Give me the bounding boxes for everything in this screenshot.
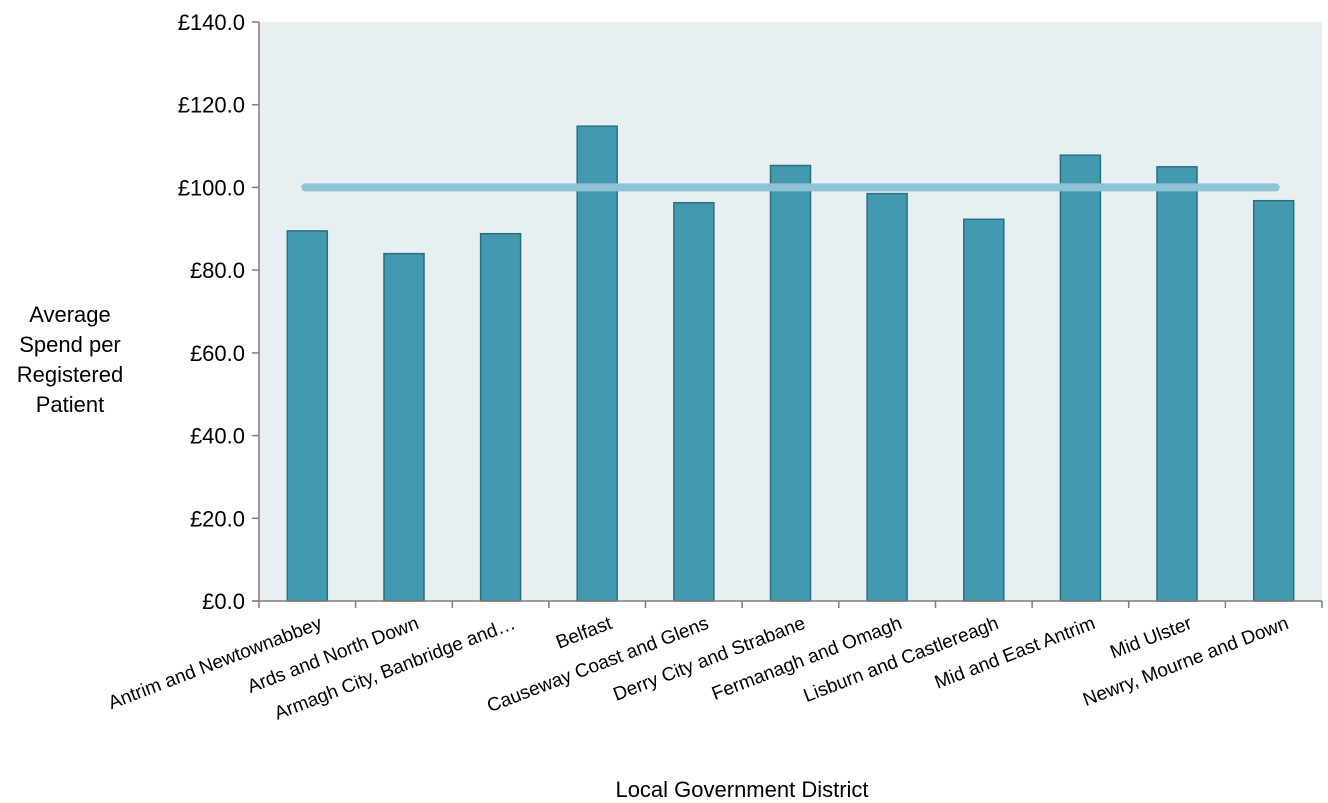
bar-10 bbox=[1156, 166, 1198, 602]
bar-9 bbox=[1059, 154, 1102, 602]
x-tick-label: Mid and East Antrim bbox=[932, 613, 1098, 694]
y-tick-label: £100.0 bbox=[178, 175, 245, 200]
y-tick-label: £20.0 bbox=[190, 506, 245, 531]
y-tick-label: £60.0 bbox=[190, 341, 245, 366]
bar-8 bbox=[963, 218, 1005, 602]
y-tick-label: £80.0 bbox=[190, 258, 245, 283]
y-axis-title-line: Registered bbox=[17, 362, 123, 387]
y-tick-label: £40.0 bbox=[190, 424, 245, 449]
bar-2 bbox=[383, 252, 425, 602]
y-tick-label: £140.0 bbox=[178, 10, 245, 35]
bar-5 bbox=[673, 201, 715, 602]
x-tick-label: Belfast bbox=[553, 613, 615, 654]
bar-6 bbox=[769, 164, 812, 602]
y-axis-title-line: Average bbox=[29, 302, 111, 327]
y-axis-ticks: £0.0 £20.0 £40.0 £60.0 £80.0 £100.0 £120.0 £140… bbox=[178, 10, 259, 614]
axes bbox=[252, 22, 1323, 608]
bars bbox=[286, 125, 1295, 602]
y-axis-title-line: Spend per bbox=[19, 332, 121, 357]
bar-4 bbox=[576, 125, 618, 602]
y-axis-title-line: Patient bbox=[36, 392, 105, 417]
bar-11 bbox=[1252, 199, 1295, 602]
x-axis-title: Local Government District bbox=[615, 777, 868, 802]
y-tick-label: £0.0 bbox=[202, 589, 245, 614]
bar-1 bbox=[286, 230, 329, 602]
bar-7 bbox=[866, 192, 908, 602]
bar-3 bbox=[479, 232, 522, 602]
y-axis-title: Average Spend per Registered Patient bbox=[17, 302, 123, 417]
y-tick-label: £120.0 bbox=[178, 93, 245, 118]
